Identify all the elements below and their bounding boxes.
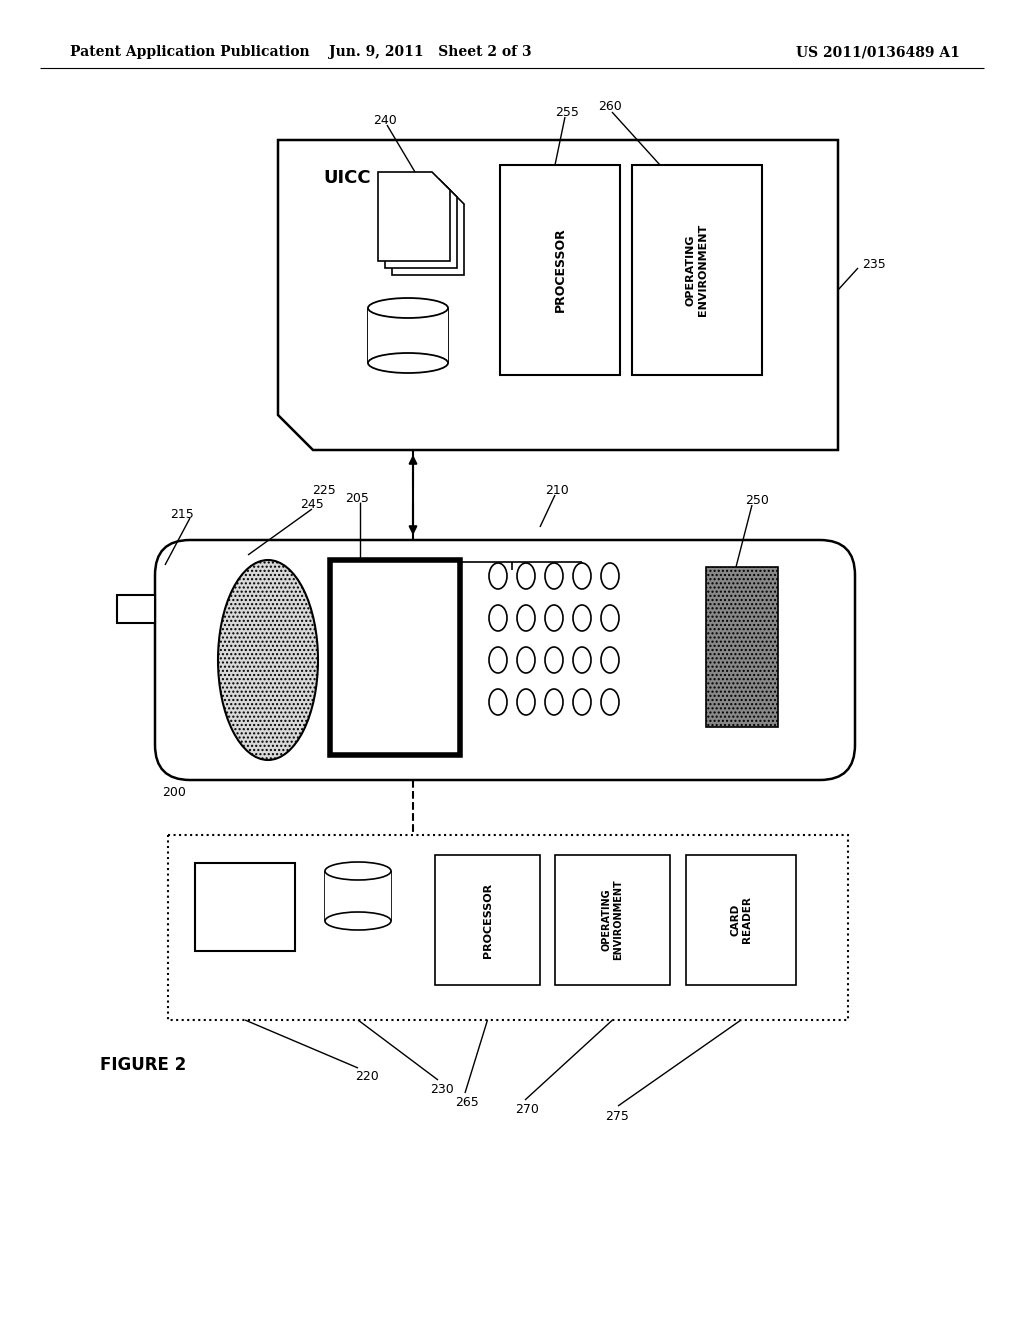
- Text: 270: 270: [515, 1104, 539, 1115]
- Ellipse shape: [325, 912, 391, 931]
- Bar: [435, 855, 540, 985]
- Bar: [368, 308, 449, 363]
- Text: 260: 260: [598, 99, 622, 112]
- Polygon shape: [278, 140, 838, 450]
- Ellipse shape: [601, 605, 618, 631]
- Text: 200: 200: [162, 787, 186, 800]
- Ellipse shape: [601, 647, 618, 673]
- Text: FIGURE 2: FIGURE 2: [100, 1056, 186, 1074]
- FancyBboxPatch shape: [155, 540, 855, 780]
- Text: PROCESSOR: PROCESSOR: [554, 227, 566, 313]
- Ellipse shape: [573, 689, 591, 715]
- Text: US 2011/0136489 A1: US 2011/0136489 A1: [796, 45, 961, 59]
- Polygon shape: [385, 180, 457, 268]
- Bar: [555, 855, 670, 985]
- Bar: [325, 871, 391, 921]
- Text: Jun. 9, 2011   Sheet 2 of 3: Jun. 9, 2011 Sheet 2 of 3: [329, 45, 531, 59]
- Bar: [500, 165, 620, 375]
- Ellipse shape: [489, 605, 507, 631]
- Text: 230: 230: [430, 1082, 454, 1096]
- Bar: [706, 568, 778, 727]
- Ellipse shape: [545, 564, 563, 589]
- Ellipse shape: [517, 564, 535, 589]
- Ellipse shape: [517, 605, 535, 631]
- Text: 210: 210: [545, 483, 568, 496]
- Ellipse shape: [545, 689, 563, 715]
- Bar: [632, 165, 762, 375]
- Ellipse shape: [368, 298, 449, 318]
- Text: OPERATING
ENVIRONMENT: OPERATING ENVIRONMENT: [686, 224, 709, 315]
- Ellipse shape: [489, 564, 507, 589]
- Ellipse shape: [218, 560, 318, 760]
- Ellipse shape: [368, 352, 449, 374]
- Ellipse shape: [545, 647, 563, 673]
- Text: 250: 250: [745, 494, 769, 507]
- Text: 245: 245: [300, 499, 324, 511]
- Ellipse shape: [545, 605, 563, 631]
- Ellipse shape: [601, 564, 618, 589]
- Bar: [686, 855, 796, 985]
- Text: 240: 240: [373, 114, 396, 127]
- Ellipse shape: [573, 564, 591, 589]
- Text: Patent Application Publication: Patent Application Publication: [70, 45, 309, 59]
- Ellipse shape: [325, 862, 391, 880]
- Ellipse shape: [489, 647, 507, 673]
- Polygon shape: [392, 186, 464, 275]
- Polygon shape: [378, 172, 450, 261]
- Text: 220: 220: [355, 1071, 379, 1082]
- Bar: [195, 863, 295, 950]
- Text: 265: 265: [455, 1096, 479, 1109]
- Text: 275: 275: [605, 1110, 629, 1123]
- Text: 225: 225: [312, 483, 336, 496]
- Text: 205: 205: [345, 491, 369, 504]
- Bar: [330, 560, 460, 755]
- Text: UICC: UICC: [323, 169, 371, 187]
- Ellipse shape: [601, 689, 618, 715]
- Ellipse shape: [517, 647, 535, 673]
- Ellipse shape: [573, 647, 591, 673]
- Text: 235: 235: [862, 259, 886, 272]
- Text: OPERATING
ENVIRONMENT: OPERATING ENVIRONMENT: [602, 879, 624, 961]
- Text: PROCESSOR: PROCESSOR: [482, 883, 493, 957]
- Text: 215: 215: [170, 508, 194, 521]
- Ellipse shape: [517, 689, 535, 715]
- Bar: [168, 836, 848, 1020]
- Text: 255: 255: [555, 106, 579, 119]
- Ellipse shape: [573, 605, 591, 631]
- Bar: [117, 595, 155, 623]
- Ellipse shape: [489, 689, 507, 715]
- Text: CARD
READER: CARD READER: [730, 896, 752, 944]
